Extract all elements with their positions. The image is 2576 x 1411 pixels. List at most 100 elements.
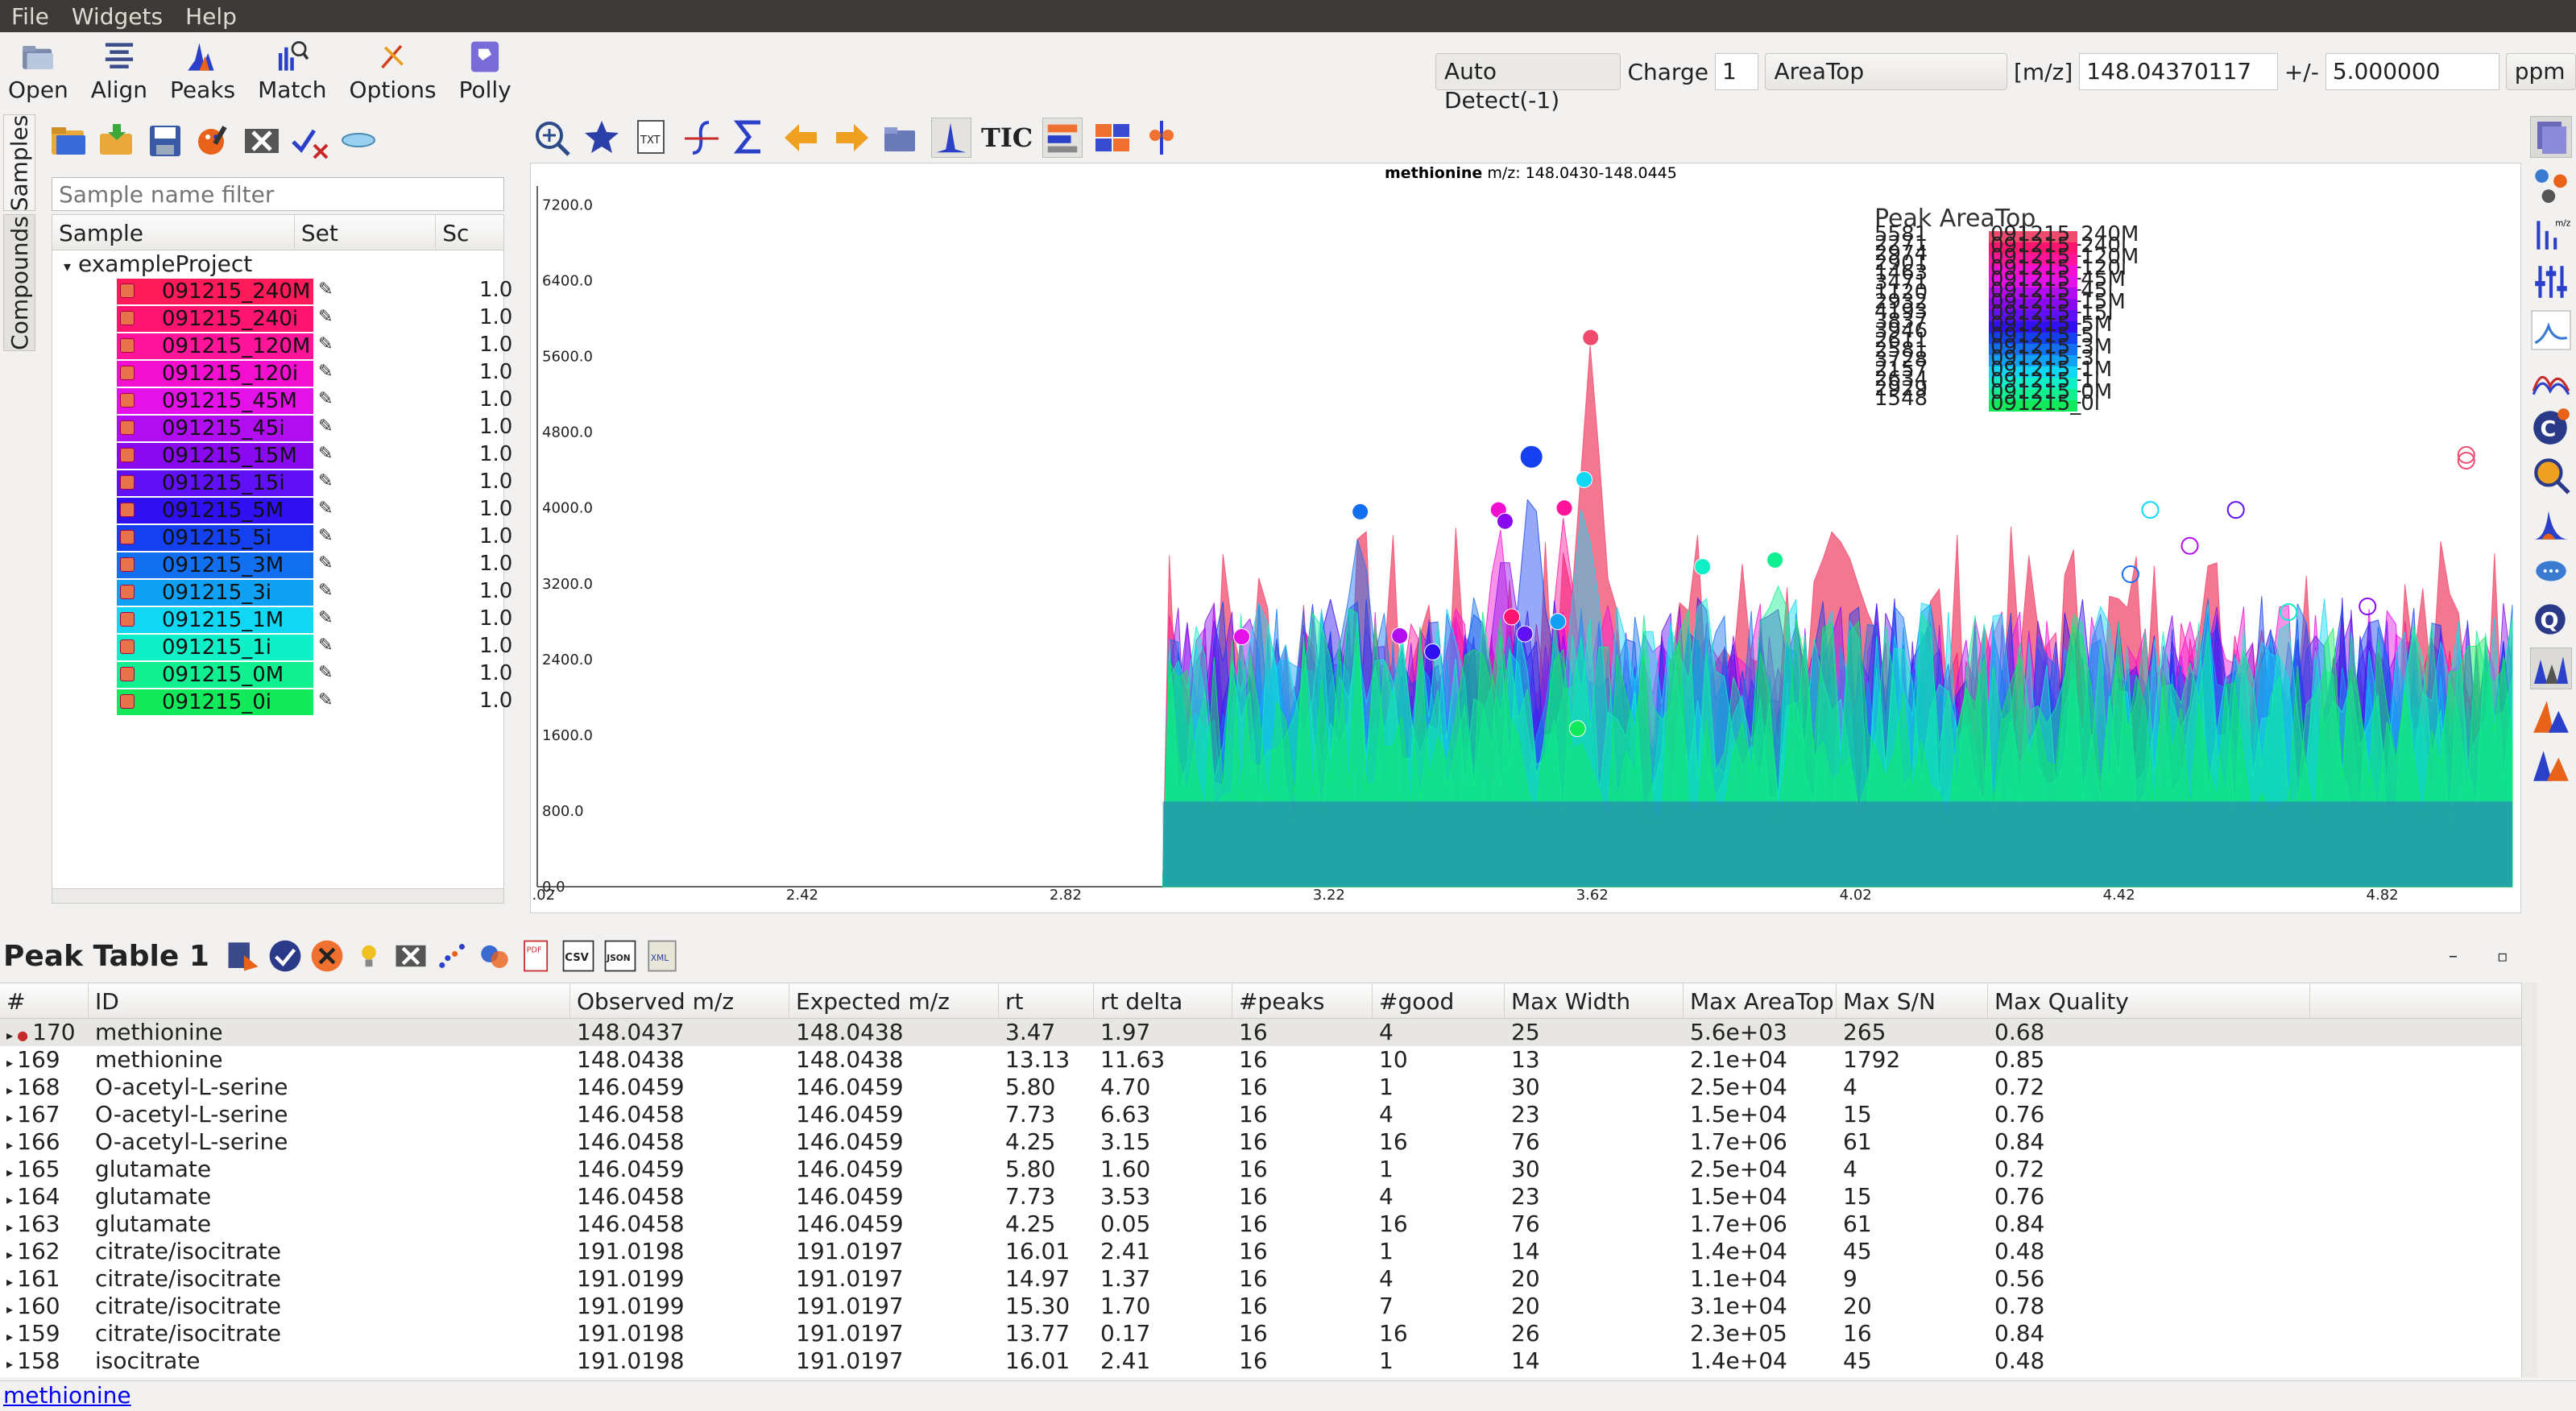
sample-checkbox[interactable] [120,612,135,627]
compare-peaks-icon[interactable] [2530,648,2572,689]
tab-compounds[interactable]: Compounds [3,214,35,351]
bookmark-star-icon[interactable] [582,118,622,158]
edit-pencil-icon[interactable]: ✎ [318,362,333,382]
tolerance-unit-combo[interactable]: ppm [2505,53,2576,90]
edit-pencil-icon[interactable]: ✎ [318,553,333,573]
open-folder-menu-icon[interactable] [881,118,921,158]
sample-row[interactable]: 091215_45M ✎ 1.0 [52,387,512,415]
sample-row[interactable]: 091215_3i ✎ 1.0 [52,579,512,606]
column-header[interactable]: Max Quality [1988,983,2310,1018]
edit-pencil-icon[interactable]: ✎ [318,307,333,327]
eic-plot-icon[interactable] [931,118,971,158]
sample-row[interactable]: 091215_120M ✎ 1.0 [52,333,512,360]
sample-checkbox[interactable] [120,557,135,572]
project-node[interactable]: ▾ exampleProject [52,250,503,278]
sample-checkbox[interactable] [120,503,135,517]
save-icon[interactable] [145,121,185,161]
column-header[interactable]: ID [89,983,570,1018]
column-header[interactable]: rt delta [1094,983,1232,1018]
sample-row[interactable]: 091215_45i ✎ 1.0 [52,415,512,442]
table-row[interactable]: ▸ ● 170 methionine 148.0437 148.0438 3.47 1.9… [0,1019,2521,1046]
mz-input[interactable]: 148.04370117 [2079,53,2278,90]
table-row[interactable]: ▸ 168 O-acetyl-L-serine 146.0459 146.0459 5.… [0,1074,2521,1101]
expand-arrow-icon[interactable]: ▸ [6,1356,18,1372]
chat-bubble-icon[interactable] [2530,551,2572,593]
scatter-plot-icon[interactable] [435,938,470,974]
table-row[interactable]: ▸ 158 isocitrate 191.0198 191.0197 16.01 2.41… [0,1347,2521,1375]
edit-pencil-icon[interactable]: ✎ [318,471,333,491]
sample-checkbox[interactable] [120,585,135,599]
color-palette-icon[interactable] [193,121,234,161]
expand-arrow-icon[interactable]: ▸ [6,1192,18,1207]
sample-checkbox[interactable] [120,366,135,380]
edit-pencil-icon[interactable]: ✎ [318,690,333,710]
column-header[interactable]: Max AreaTop [1684,983,1837,1018]
peak-marker-icon[interactable] [1142,118,1182,158]
column-header[interactable]: #peaks [1232,983,1373,1018]
sample-checkbox[interactable] [120,311,135,325]
expand-arrow-icon[interactable]: ▸ [6,1247,18,1262]
isotope-c13-icon[interactable]: C [2530,406,2572,448]
eic-chart[interactable]: methionine m/z: 148.0430-148.0445 7200.0… [523,163,2521,913]
edit-pencil-icon[interactable]: ✎ [318,608,333,628]
open-folder-icon[interactable] [48,121,89,161]
sample-row[interactable]: 091215_15i ✎ 1.0 [52,470,512,497]
overlay-plot-icon[interactable] [2530,358,2572,399]
orange-peaks-icon[interactable] [2530,696,2572,738]
back-arrow-icon[interactable] [781,118,822,158]
expand-arrow-icon[interactable]: ▸ [6,1028,18,1043]
sample-row[interactable]: 091215_5M ✎ 1.0 [52,497,512,524]
export-json-icon[interactable]: JSON [603,938,638,974]
column-header[interactable]: # [0,983,89,1018]
tolerance-input[interactable]: 5.000000 [2325,53,2499,90]
sample-checkbox[interactable] [120,475,135,490]
match-button[interactable]: Match [250,32,334,106]
tic-button[interactable]: TIC [981,122,1033,153]
edit-pencil-icon[interactable]: ✎ [318,581,333,601]
table-row[interactable]: ▸ 159 citrate/isocitrate 191.0198 191.0197 1… [0,1320,2521,1347]
table-row[interactable]: ▸ 165 glutamate 146.0459 146.0459 5.80 1.60 16… [0,1156,2521,1183]
sample-row[interactable]: 091215_1M ✎ 1.0 [52,606,512,634]
column-header[interactable]: #good [1373,983,1505,1018]
column-header[interactable]: Expected m/z [789,983,999,1018]
table-row[interactable]: ▸ 169 methionine 148.0438 148.0438 13.13 11.6… [0,1046,2521,1074]
table-row[interactable]: ▸ 162 citrate/isocitrate 191.0198 191.0197 1… [0,1238,2521,1265]
sample-row[interactable]: 091215_0i ✎ 1.0 [52,689,512,716]
column-header[interactable]: Observed m/z [570,983,789,1018]
column-header[interactable]: Max S/N [1837,983,1988,1018]
table-row[interactable]: ▸ 166 O-acetyl-L-serine 146.0458 146.0459 4.… [0,1128,2521,1156]
edit-pencil-icon[interactable]: ✎ [318,635,333,656]
column-set[interactable]: Set [295,215,437,250]
sample-row[interactable]: 091215_120i ✎ 1.0 [52,360,512,387]
menu-widgets[interactable]: Widgets [71,2,164,30]
expand-arrow-icon[interactable]: ▸ [6,1055,18,1070]
align-button[interactable]: Align [83,32,155,106]
table-row[interactable]: ▸ 163 glutamate 146.0458 146.0459 4.25 0.05 16… [0,1210,2521,1238]
vertical-scrollbar[interactable] [2521,983,2537,1377]
blue-peaks-icon[interactable] [2530,744,2572,786]
sample-row[interactable]: 091215_5i ✎ 1.0 [52,524,512,552]
edit-pencil-icon[interactable]: ✎ [318,279,333,300]
import-folder-icon[interactable] [97,121,137,161]
polly-button[interactable]: Polly [451,32,520,106]
sum-icon[interactable] [731,118,772,158]
edit-pencil-icon[interactable]: ✎ [318,499,333,519]
edit-pencil-icon[interactable]: ✎ [318,526,333,546]
table-row[interactable]: ▸ 167 O-acetyl-L-serine 146.0458 146.0459 7.… [0,1101,2521,1128]
sample-checkbox[interactable] [120,393,135,408]
sample-checkbox[interactable] [120,420,135,435]
tab-samples[interactable]: Samples [3,114,35,211]
eic-chart-svg[interactable]: methionine m/z: 148.0430-148.0445 7200.0… [523,163,2520,912]
mark-good-icon[interactable] [267,938,303,974]
sample-checkbox[interactable] [120,448,135,462]
search-spectra-icon[interactable] [2530,454,2572,496]
mark-bad-icon[interactable] [309,938,345,974]
expand-arrow-icon[interactable]: ▸ [6,1137,18,1152]
status-compound-link[interactable]: methionine [3,1382,131,1409]
quant-type-combo[interactable]: AreaTop [1765,53,2007,90]
cluster-icon[interactable] [477,938,512,974]
sample-row[interactable]: 091215_3M ✎ 1.0 [52,552,512,579]
edit-pencil-icon[interactable]: ✎ [318,416,333,437]
integrate-icon[interactable] [681,118,722,158]
sample-row[interactable]: 091215_240M ✎ 1.0 [52,278,512,305]
